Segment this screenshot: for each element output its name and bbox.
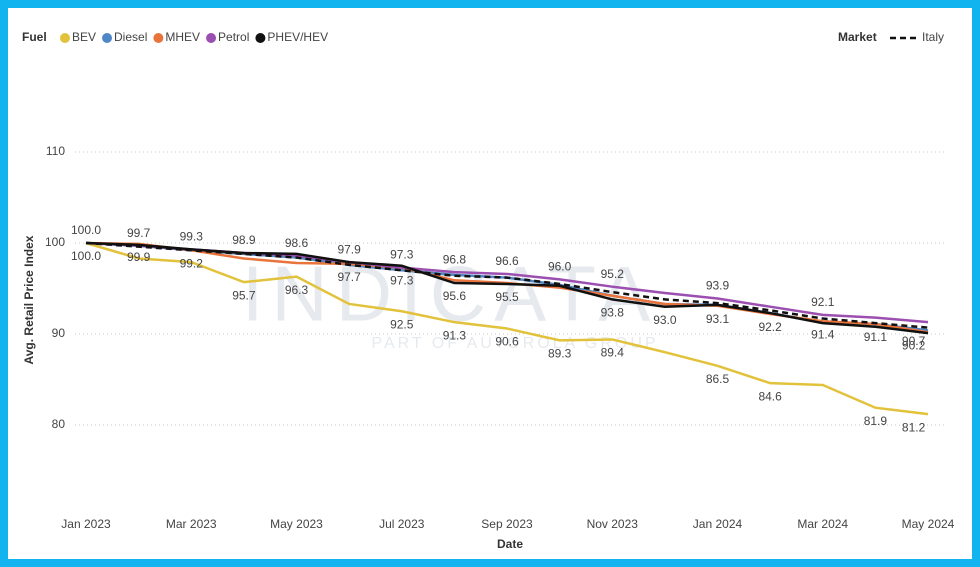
data-label: 98.6 [285,236,309,250]
x-tick-label: May 2023 [270,517,323,531]
data-label: 93.9 [706,279,730,293]
data-label: 92.5 [390,317,414,331]
legend-swatch [206,33,217,43]
legend-label: BEV [72,30,96,44]
data-label: 95.6 [443,289,467,303]
y-axis-title: Avg. Retail Price Index [22,235,36,364]
data-label: 86.5 [706,372,730,386]
data-label: 93.0 [653,313,677,327]
data-label: 89.4 [601,346,625,360]
data-label: 91.4 [811,327,835,341]
data-label: 90.6 [495,335,519,349]
data-label: 97.9 [337,242,361,256]
data-label: 96.8 [443,252,467,266]
x-tick-label: Mar 2024 [797,517,848,531]
data-label: 99.3 [180,230,204,244]
x-tick-label: Mar 2023 [166,517,217,531]
legend-title: Fuel [22,30,47,44]
x-tick-label: Jan 2023 [61,517,111,531]
series-line [85,241,929,416]
data-label: 97.3 [390,274,414,288]
series-line [85,241,929,329]
legend-label: Petrol [218,30,249,44]
legend-label: MHEV [165,30,200,44]
data-label: 92.1 [811,295,835,309]
data-label: 90.2 [902,338,926,352]
data-label: 95.5 [495,290,519,304]
data-label: 90.7 [902,334,926,348]
legend2-title: Market [838,30,877,44]
y-tick-label: 90 [52,326,66,340]
x-tick-label: Nov 2023 [587,517,639,531]
data-label: 92.2 [758,320,782,334]
data-label: 81.2 [902,420,926,434]
data-label: 93.8 [601,306,625,320]
data-label: 96.6 [495,254,519,268]
data-label: 95.2 [601,267,625,281]
data-label: 96.3 [285,283,309,297]
data-label: 84.6 [758,389,782,403]
data-label: 91.3 [443,328,467,342]
y-tick-label: 110 [46,144,65,158]
x-axis-title: Date [497,537,523,551]
data-label: 98.9 [232,233,256,247]
x-tick-label: Jul 2023 [379,517,425,531]
data-label: 97.3 [390,248,414,262]
legend-label: Italy [922,30,944,44]
data-label: 100.0 [71,249,101,263]
data-label: 93.1 [706,312,730,326]
legend-label: Diesel [114,30,147,44]
data-label: 81.9 [864,414,888,428]
data-label: 99.2 [180,256,204,270]
x-tick-label: May 2024 [902,517,955,531]
data-label: 89.3 [548,347,572,361]
data-label: 100.0 [71,223,101,237]
data-label: 91.1 [864,330,888,344]
y-tick-label: 80 [52,417,66,431]
y-tick-label: 100 [45,235,65,249]
data-label: 99.7 [127,226,151,240]
legend-swatch [153,33,164,43]
data-label: 95.7 [232,288,256,302]
legend-swatch [60,33,70,43]
legend-swatch [102,33,113,43]
data-label: 96.0 [548,260,572,274]
x-tick-label: Sep 2023 [481,517,533,531]
x-tick-label: Jan 2024 [693,517,743,531]
data-label: 97.7 [337,270,361,284]
legend-label: PHEV/HEV [267,30,328,44]
data-label: 99.9 [127,250,151,264]
legend-swatch [255,33,266,43]
